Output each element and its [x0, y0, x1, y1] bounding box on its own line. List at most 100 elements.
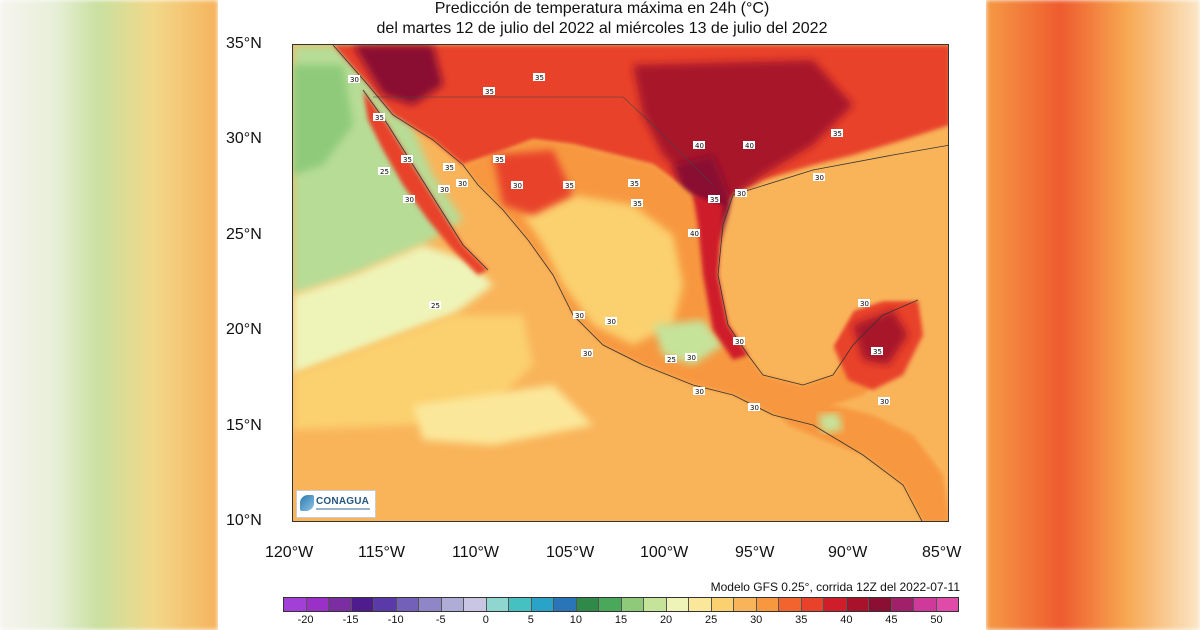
colorbar-label: 50	[930, 614, 943, 626]
colorbar-swatch	[396, 598, 419, 611]
colorbar-swatch	[689, 598, 712, 611]
map-canvas: 30 35 35 35 40 40 35 35 35 35 25 30 30 3…	[293, 45, 948, 521]
contour-label-30: 30	[695, 388, 704, 396]
blurred-background-left	[0, 0, 218, 630]
colorbar-swatch	[846, 598, 869, 611]
contour-label-30: 30	[880, 398, 889, 406]
lon-tick: 85°W	[922, 544, 962, 561]
colorbar-swatch	[486, 598, 509, 611]
colorbar-swatch	[869, 598, 892, 611]
land-central-highlands	[653, 320, 723, 365]
contour-label-30: 30	[583, 350, 592, 358]
contour-label-35: 35	[485, 88, 494, 96]
contour-label-35: 35	[445, 164, 454, 172]
colorbar-label: 30	[750, 614, 763, 626]
lon-tick: 120°W	[265, 544, 314, 561]
model-credit: Modelo GFS 0.25°, corrida 12Z del 2022-0…	[710, 580, 960, 594]
contour-label-30: 30	[513, 182, 522, 190]
colorbar-swatch	[441, 598, 464, 611]
colorbar-label: 40	[840, 614, 853, 626]
temperature-map[interactable]: 30 35 35 35 40 40 35 35 35 35 25 30 30 3…	[292, 44, 949, 522]
contour-label-30: 30	[737, 190, 746, 198]
gulf-of-mexico	[723, 145, 948, 375]
colorbar-label: 15	[614, 614, 628, 626]
contour-label-30: 30	[607, 318, 616, 326]
contour-label-35: 35	[403, 156, 412, 164]
lon-tick: 105°W	[546, 544, 595, 561]
land-central-america	[773, 405, 948, 521]
ocean-green-region	[293, 65, 353, 175]
contour-label-25: 25	[667, 356, 676, 364]
lon-tick: 115°W	[358, 544, 406, 561]
contour-label-40: 40	[690, 230, 699, 238]
colorbar-label: 20	[659, 614, 673, 626]
contour-label-40: 40	[745, 142, 754, 150]
logo-text: CONAGUA	[316, 496, 370, 507]
colorbar-swatch	[801, 598, 824, 611]
colorbar-label: -10	[387, 614, 404, 626]
colorbar-swatch	[936, 598, 958, 611]
land-sonora-hot	[493, 150, 573, 215]
contour-label-35: 35	[633, 200, 642, 208]
contour-labels: 30 35 35 35 40 40 35 35 35 35 25 30 30 3…	[348, 73, 890, 412]
us-mexico-border	[373, 96, 714, 186]
colorbar-swatch	[914, 598, 937, 611]
contour-label-35: 35	[535, 74, 544, 82]
lat-tick: 35°N	[226, 35, 262, 52]
contour-label-25: 25	[380, 168, 389, 176]
colorbar-swatch	[509, 598, 532, 611]
contour-label-30: 30	[815, 174, 824, 182]
colorbar	[283, 597, 959, 612]
land-yucatan-very-hot	[853, 310, 908, 365]
contour-label-30: 30	[458, 180, 467, 188]
colorbar-label: -20	[297, 614, 314, 626]
colorbar-swatch	[891, 598, 914, 611]
contour-label-35: 35	[630, 180, 639, 188]
colorbar-label: 0	[482, 614, 489, 626]
contour-label-25: 25	[431, 302, 440, 310]
colorbar-swatch	[576, 598, 599, 611]
lat-tick: 20°N	[226, 321, 262, 338]
contour-label-30: 30	[750, 404, 759, 412]
contour-label-35: 35	[873, 348, 882, 356]
colorbar-label: 10	[569, 614, 583, 626]
contour-label-30: 30	[735, 338, 744, 346]
colorbar-swatch	[711, 598, 734, 611]
colorbar-swatch	[666, 598, 689, 611]
colorbar-label: 45	[885, 614, 898, 626]
contour-label-35: 35	[833, 130, 842, 138]
contour-label-30: 30	[350, 76, 359, 84]
land-very-hot-southwest-us	[353, 45, 443, 105]
lat-tick: 25°N	[226, 226, 262, 243]
lon-tick: 95°W	[735, 544, 775, 561]
ocean-pale-band	[293, 245, 493, 375]
colorbar-label: -5	[435, 614, 446, 626]
colorbar-swatch	[419, 598, 442, 611]
land-mexico-plateau	[523, 195, 683, 345]
blurred-background-right	[986, 0, 1200, 630]
colorbar-label: -15	[342, 614, 359, 626]
colorbar-swatch	[621, 598, 644, 611]
colorbar-swatch	[531, 598, 554, 611]
contour-label-35: 35	[495, 156, 504, 164]
colorbar-swatch	[284, 598, 307, 611]
contour-label-30: 30	[860, 300, 869, 308]
lat-tick: 15°N	[226, 417, 262, 434]
colorbar-swatch	[644, 598, 667, 611]
colorbar-label: 35	[795, 614, 808, 626]
colorbar-swatch	[464, 598, 487, 611]
colorbar-label: 5	[527, 614, 534, 626]
colorbar-swatch	[756, 598, 779, 611]
colorbar-swatch	[351, 598, 374, 611]
colorbar-swatch	[599, 598, 622, 611]
lat-tick: 30°N	[226, 130, 262, 147]
contour-label-35: 35	[375, 114, 384, 122]
contour-label-30: 30	[405, 196, 414, 204]
land-gulf-coast-hot	[693, 195, 748, 360]
lon-tick: 100°W	[640, 544, 689, 561]
logo-subtitle-line	[316, 508, 370, 510]
colorbar-swatch	[554, 598, 577, 611]
contour-label-35: 35	[565, 182, 574, 190]
colorbar-swatch	[329, 598, 352, 611]
contour-label-30: 30	[575, 312, 584, 320]
